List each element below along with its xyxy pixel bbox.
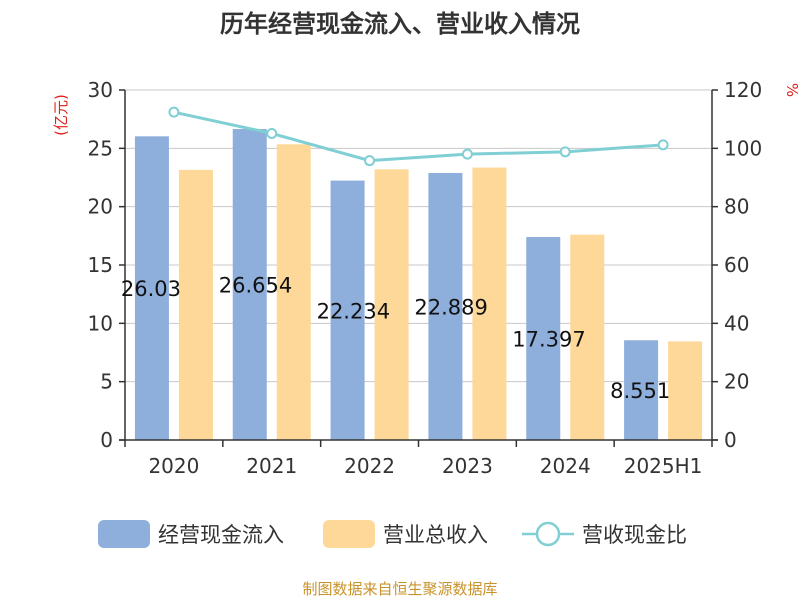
right-tick-label: 100 bbox=[724, 136, 762, 160]
legend-swatch bbox=[323, 520, 375, 548]
right-tick-label: 80 bbox=[724, 195, 749, 219]
bar bbox=[624, 340, 659, 440]
legend-label: 营收现金比 bbox=[582, 523, 687, 547]
bar-value-label: 26.03 bbox=[121, 277, 181, 301]
right-tick-label: 40 bbox=[724, 311, 749, 335]
bar-value-label: 17.397 bbox=[512, 328, 585, 352]
ratio-point bbox=[461, 148, 473, 160]
x-tick-label: 2023 bbox=[442, 454, 493, 478]
bar bbox=[276, 144, 311, 440]
bar-data-labels: 26.03 26.654 22.234 22.889 17.397 8.551 bbox=[121, 274, 670, 404]
bar bbox=[668, 341, 703, 440]
right-tick-label: 20 bbox=[724, 370, 749, 394]
legend-label: 经营现金流入 bbox=[158, 523, 284, 547]
ratio-point bbox=[364, 155, 376, 167]
x-tick-label: 2021 bbox=[246, 454, 297, 478]
bar-value-label: 22.889 bbox=[414, 295, 487, 319]
bar bbox=[178, 169, 213, 440]
bar bbox=[526, 237, 561, 440]
bar-value-label: 22.234 bbox=[317, 299, 390, 323]
left-tick-label: 30 bbox=[88, 78, 113, 102]
left-axis-unit: (亿元) bbox=[52, 94, 70, 136]
right-tick-label: 60 bbox=[724, 253, 749, 277]
ratio-point bbox=[559, 146, 571, 158]
chart-title: 历年经营现金流入、营业收入情况 bbox=[220, 10, 580, 38]
line-series bbox=[168, 106, 669, 167]
legend-label: 营业总收入 bbox=[383, 523, 488, 547]
legend: 经营现金流入 营业总收入 营收现金比 bbox=[98, 520, 687, 548]
left-tick-label: 20 bbox=[88, 195, 113, 219]
left-tick-label: 15 bbox=[88, 253, 113, 277]
bar bbox=[472, 167, 507, 441]
ratio-line bbox=[173, 110, 664, 163]
bar bbox=[330, 180, 365, 440]
bar-series bbox=[134, 129, 703, 441]
x-tick-label: 2022 bbox=[344, 454, 395, 478]
ratio-point bbox=[266, 127, 278, 139]
bar-value-label: 26.654 bbox=[219, 274, 292, 298]
left-tick-label: 0 bbox=[100, 428, 113, 452]
axes: 0 5 10 15 20 25 30 0 20 40 60 80 100 120 2020 2021 2022 2… bbox=[88, 78, 763, 478]
ratio-point bbox=[657, 139, 669, 151]
right-axis-unit: % bbox=[783, 83, 800, 97]
bar bbox=[232, 129, 267, 440]
bar bbox=[428, 172, 463, 440]
x-tick-label: 2025H1 bbox=[624, 454, 703, 478]
bar bbox=[570, 234, 605, 440]
right-tick-label: 120 bbox=[724, 78, 762, 102]
source-note: 制图数据来自恒生聚源数据库 bbox=[302, 580, 497, 598]
x-tick-label: 2024 bbox=[540, 454, 591, 478]
grid-lines bbox=[125, 89, 712, 441]
x-tick-label: 2020 bbox=[148, 454, 199, 478]
left-tick-label: 10 bbox=[88, 311, 113, 335]
left-tick-label: 5 bbox=[100, 370, 113, 394]
legend-marker bbox=[535, 521, 561, 547]
left-tick-label: 25 bbox=[88, 136, 113, 160]
ratio-point bbox=[168, 106, 180, 118]
bar-value-label: 8.551 bbox=[610, 379, 670, 403]
right-tick-label: 0 bbox=[724, 428, 737, 452]
bar bbox=[374, 169, 409, 441]
legend-swatch bbox=[98, 520, 150, 548]
bar bbox=[134, 136, 169, 441]
